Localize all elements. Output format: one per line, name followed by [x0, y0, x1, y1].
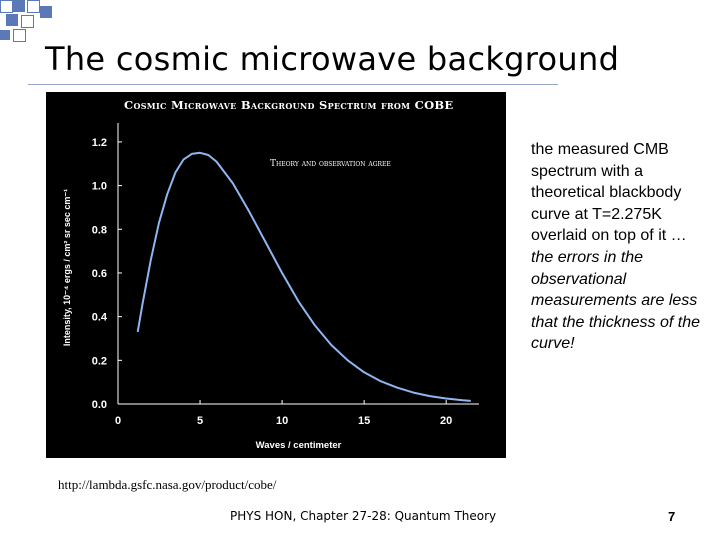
corner-square-3 [27, 0, 40, 13]
x-tick-label: 5 [197, 415, 203, 427]
corner-square-2 [13, 0, 25, 12]
title-divider [28, 84, 558, 85]
y-tick-label: 0.8 [92, 224, 107, 236]
y-tick-label: 0.2 [92, 355, 107, 367]
y-tick-label: 1.0 [92, 181, 107, 193]
x-axis-label: Waves / centimeter [256, 440, 342, 451]
x-tick-label: 20 [440, 415, 452, 427]
body-text-italic: the errors in the observational measurem… [531, 248, 700, 353]
corner-square-5 [6, 14, 18, 26]
corner-square-7 [13, 29, 26, 42]
y-tick-label: 0.4 [92, 312, 108, 324]
footer-text: PHYS HON, Chapter 27-28: Quantum Theory [230, 509, 497, 523]
page-number: 7 [668, 509, 676, 524]
cobe-spectrum-figure: Cosmic Microwave Background Spectrum fro… [46, 92, 506, 458]
corner-square-6 [21, 15, 34, 28]
corner-square-8 [0, 30, 10, 40]
y-tick-label: 0.6 [92, 268, 107, 280]
chart-annotation: Theory and observation agree [270, 159, 391, 169]
chart-title: Cosmic Microwave Background Spectrum fro… [124, 98, 454, 112]
x-tick-label: 15 [358, 415, 370, 427]
y-tick-label: 1.2 [92, 137, 107, 149]
corner-square-1 [0, 0, 13, 13]
x-tick-label: 0 [115, 415, 121, 427]
slide-body-text: the measured CMB spectrum with a theoret… [531, 139, 706, 355]
source-url[interactable]: http://lambda.gsfc.nasa.gov/product/cobe… [58, 477, 277, 492]
y-axis-label: Intensity, 10⁻⁴ ergs / cm² sr sec cm⁻¹ [62, 189, 72, 346]
y-tick-label: 0.0 [92, 399, 107, 411]
blackbody-curve [136, 151, 471, 402]
body-text-normal: the measured CMB spectrum with a theoret… [531, 141, 687, 245]
x-tick-label: 10 [276, 415, 288, 427]
corner-square-4 [40, 6, 52, 18]
cobe-spectrum-chart: Cosmic Microwave Background Spectrum fro… [62, 98, 479, 451]
slide-title: The cosmic microwave background [45, 40, 620, 78]
